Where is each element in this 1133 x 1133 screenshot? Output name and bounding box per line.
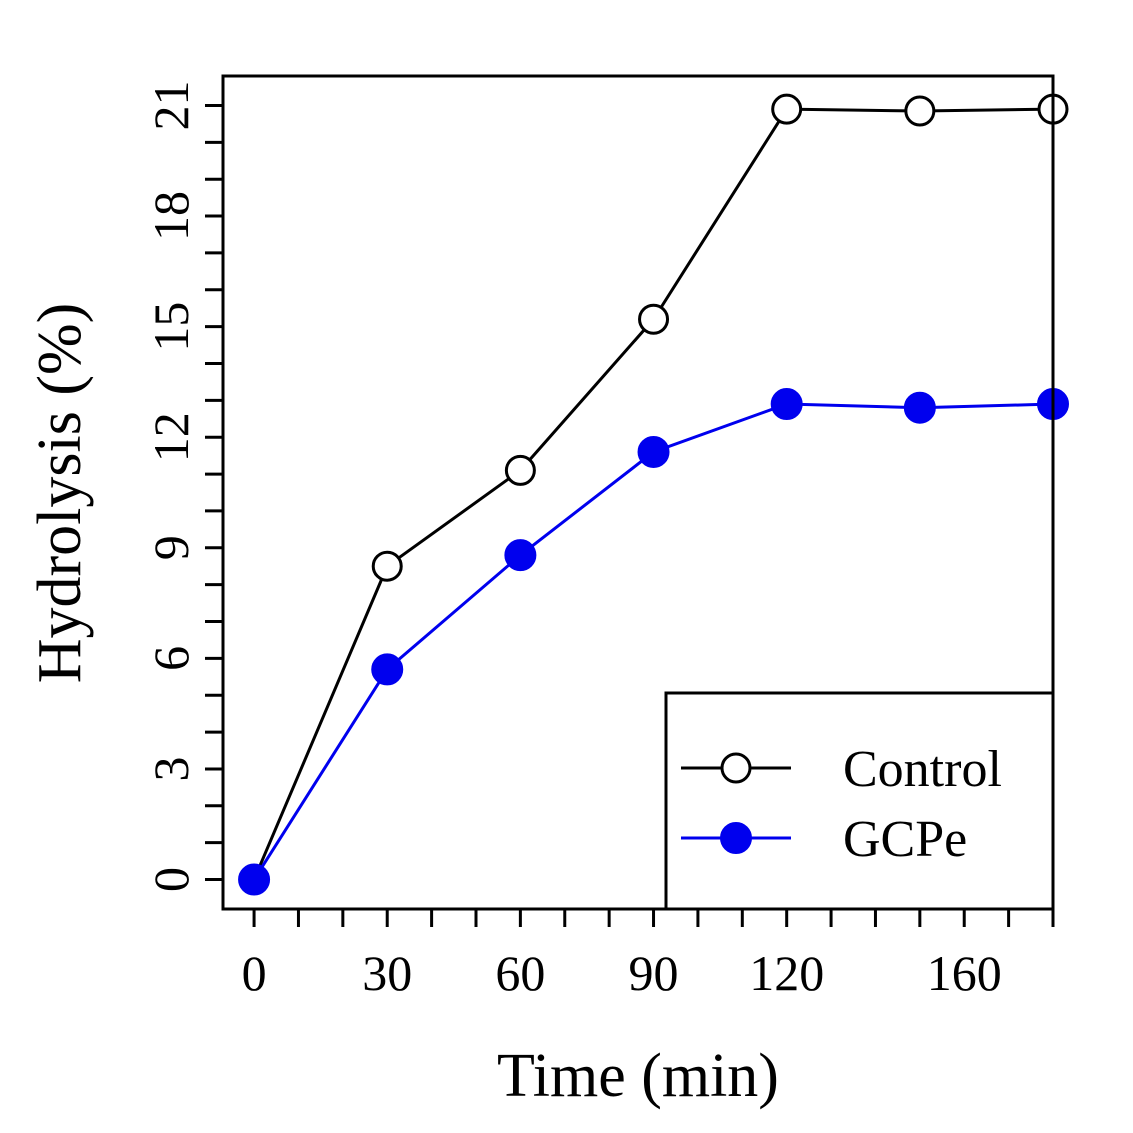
legend-box	[664, 691, 1055, 911]
y-tick-label: 12	[143, 412, 199, 462]
y-tick-label: 9	[143, 535, 199, 560]
y-tick-label: 21	[143, 80, 199, 130]
data-point-control	[504, 454, 536, 486]
x-tick-label: 120	[749, 945, 824, 1001]
legend-control-marker	[720, 752, 752, 784]
plot-series	[238, 93, 1069, 896]
data-point-control	[638, 303, 670, 335]
data-point-gcpe	[238, 863, 271, 896]
legend: Control GCPe	[664, 691, 1055, 911]
x-tick-label: 0	[242, 945, 267, 1001]
data-point-gcpe	[504, 539, 537, 572]
data-point-gcpe	[903, 391, 936, 424]
legend-gcpe-marker	[720, 822, 752, 854]
x-axis-title: Time (min)	[497, 1042, 779, 1110]
y-tick-label: 15	[143, 302, 199, 352]
plot-frame	[221, 74, 1055, 911]
y-tick-label: 6	[143, 646, 199, 671]
legend-control-label: Control	[843, 741, 1002, 798]
data-point-control	[904, 95, 936, 127]
x-tick-label: 90	[629, 945, 679, 1001]
y-axis-title: Hydrolysis (%)	[26, 303, 94, 684]
x-tick-label: 30	[362, 945, 412, 1001]
x-tick-label: 60	[495, 945, 545, 1001]
data-point-control	[771, 93, 803, 125]
y-axis: 0 3 6 9 12 15 18 21	[143, 80, 223, 892]
x-axis: 0 30 60 90 120 160	[242, 909, 1055, 1001]
legend-gcpe-label: GCPe	[843, 811, 967, 868]
data-point-control	[371, 550, 403, 582]
y-tick-label: 3	[143, 756, 199, 781]
x-tick-label: 160	[927, 945, 1002, 1001]
data-point-gcpe	[770, 388, 803, 421]
y-tick-label: 0	[143, 867, 199, 892]
y-tick-label: 18	[143, 191, 199, 241]
data-point-gcpe	[371, 653, 404, 686]
data-point-gcpe	[637, 435, 670, 468]
